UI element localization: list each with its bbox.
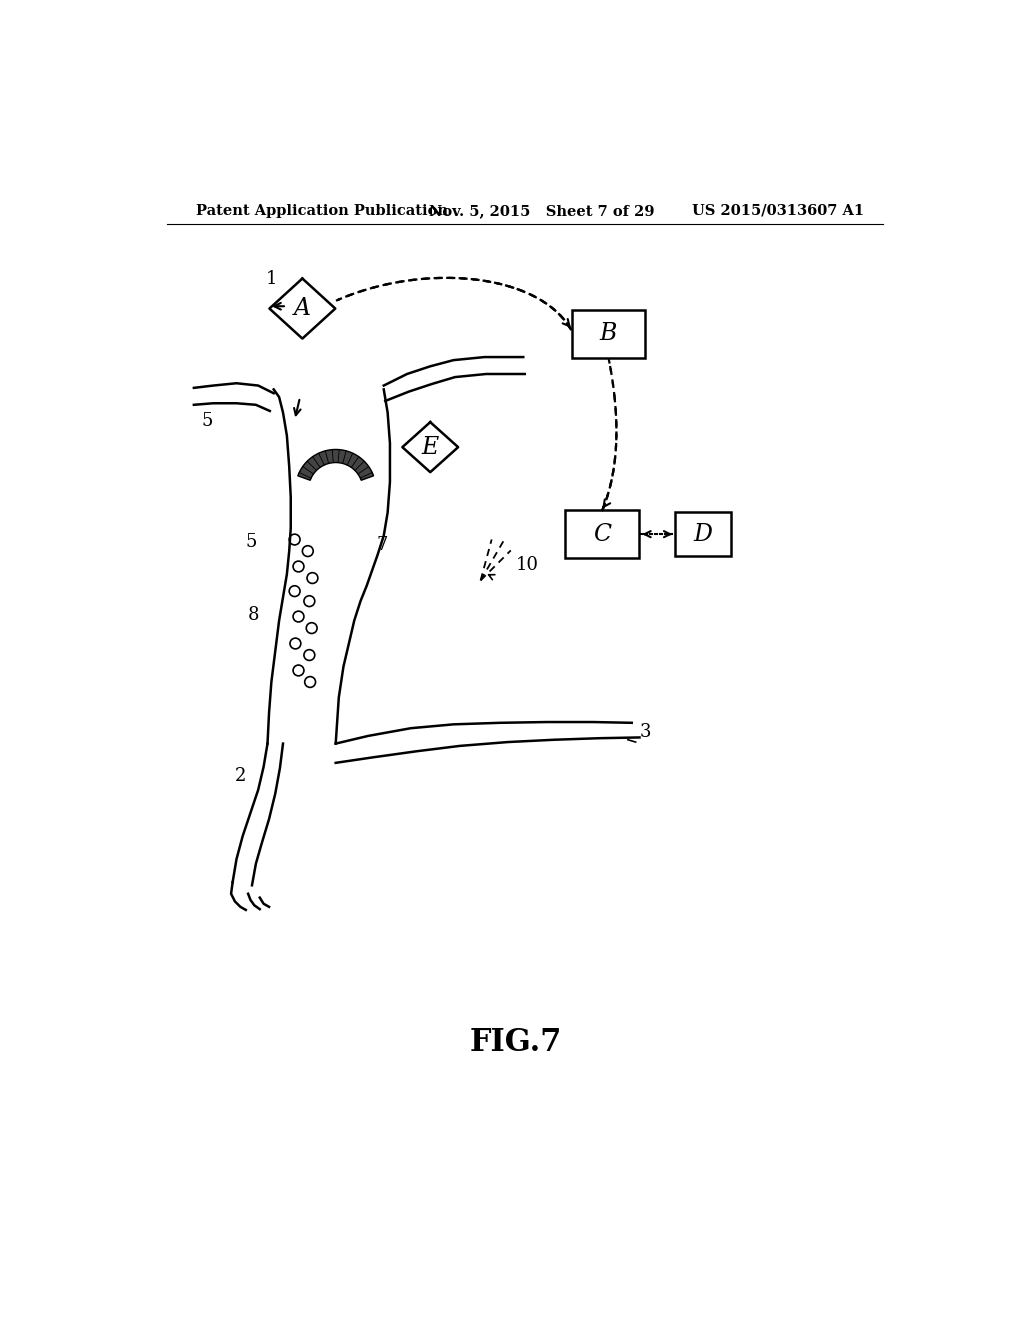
Text: B: B bbox=[600, 322, 617, 346]
Text: E: E bbox=[422, 436, 439, 458]
Text: 3: 3 bbox=[640, 723, 651, 742]
FancyBboxPatch shape bbox=[565, 511, 639, 558]
Text: 8: 8 bbox=[248, 606, 260, 624]
Text: 2: 2 bbox=[234, 767, 247, 784]
Text: 7: 7 bbox=[376, 536, 387, 553]
Text: Patent Application Publication: Patent Application Publication bbox=[197, 203, 449, 218]
Polygon shape bbox=[298, 450, 374, 480]
FancyBboxPatch shape bbox=[571, 310, 645, 358]
Text: D: D bbox=[693, 523, 713, 545]
Text: C: C bbox=[593, 523, 611, 545]
Text: A: A bbox=[294, 297, 311, 319]
Text: 10: 10 bbox=[515, 556, 539, 574]
Text: 5: 5 bbox=[202, 412, 213, 430]
Text: Nov. 5, 2015   Sheet 7 of 29: Nov. 5, 2015 Sheet 7 of 29 bbox=[429, 203, 654, 218]
Text: 5: 5 bbox=[246, 533, 257, 552]
Text: 1: 1 bbox=[266, 269, 278, 288]
Text: FIG.7: FIG.7 bbox=[469, 1027, 562, 1057]
FancyBboxPatch shape bbox=[675, 512, 731, 557]
Text: US 2015/0313607 A1: US 2015/0313607 A1 bbox=[692, 203, 864, 218]
